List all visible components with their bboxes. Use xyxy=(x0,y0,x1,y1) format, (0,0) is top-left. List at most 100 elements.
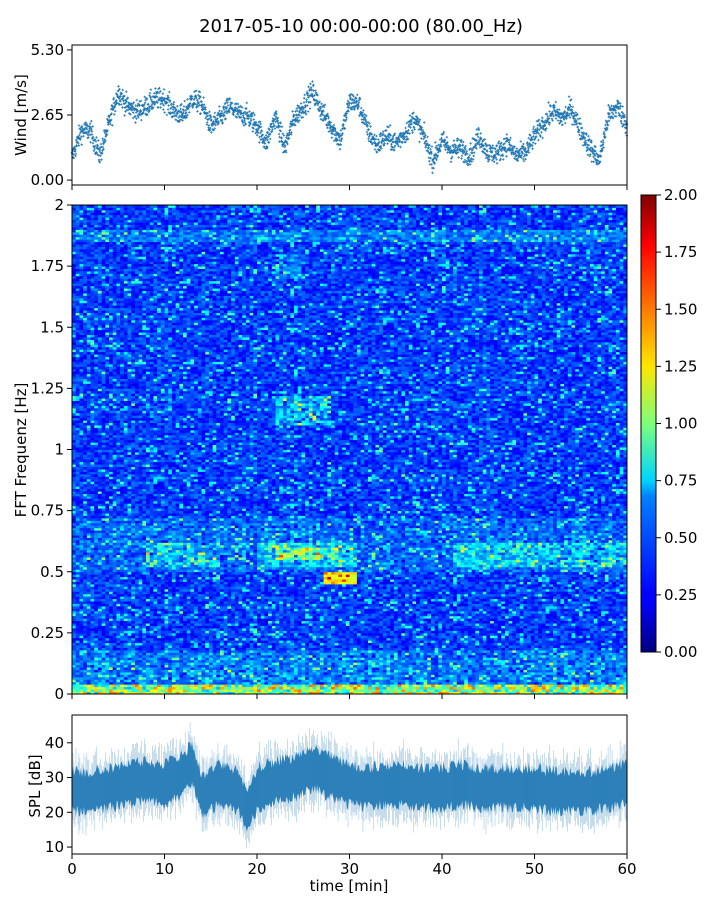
wind-point xyxy=(345,116,348,119)
wind-point xyxy=(74,148,77,151)
spectrogram-cell xyxy=(371,664,376,668)
spectrogram-cell xyxy=(612,684,617,688)
wind-point xyxy=(548,121,551,124)
spectrogram-cell xyxy=(608,664,613,668)
spectrogram-cell xyxy=(134,669,139,673)
spectrogram-cell xyxy=(312,659,317,663)
spectrogram-cell xyxy=(316,654,321,658)
spectrogram-cell xyxy=(75,669,80,673)
wind-point xyxy=(290,131,293,134)
spectrogram-cell xyxy=(416,679,421,683)
spectrogram-cell xyxy=(227,684,232,688)
spectrogram-cell xyxy=(471,681,476,685)
spectrogram-cell xyxy=(157,652,162,656)
spectrogram-cell xyxy=(112,672,117,675)
wind-point xyxy=(373,133,376,137)
wind-point xyxy=(290,133,293,136)
wind-point xyxy=(511,149,514,152)
spectrogram-cell xyxy=(134,657,139,661)
spectrogram-cell xyxy=(79,654,84,658)
spectrogram-cell xyxy=(508,667,513,670)
spectrogram-cell xyxy=(493,681,498,685)
spectrogram-cell xyxy=(183,657,188,661)
wind-point xyxy=(505,150,508,153)
spectrogram-cell xyxy=(601,679,606,683)
spectrogram-cell xyxy=(227,659,232,663)
wind-point xyxy=(198,97,201,100)
spectrogram-cell xyxy=(275,681,280,685)
wind-point xyxy=(422,137,425,141)
wind-point xyxy=(166,108,170,111)
spectrogram-cell xyxy=(138,681,143,685)
spectrogram-cell xyxy=(368,684,373,688)
wind-point xyxy=(162,104,165,107)
spectrogram-cell xyxy=(393,664,398,668)
spectrogram-cell xyxy=(338,679,343,683)
wind-point xyxy=(332,126,335,129)
spectrogram-cell xyxy=(541,679,546,683)
spectrogram-cell xyxy=(467,657,472,661)
spectrogram-cell xyxy=(286,684,291,688)
spectrogram-cell xyxy=(405,684,410,688)
spectrogram-cell xyxy=(564,649,569,653)
spectrogram-cell xyxy=(105,691,110,694)
spectrogram-cell xyxy=(75,659,80,663)
spectrogram-cell xyxy=(245,652,250,656)
spectrogram-cell xyxy=(75,689,80,692)
wind-point xyxy=(209,115,212,118)
spectrogram-cell xyxy=(508,679,513,683)
spectrogram-cell xyxy=(467,679,472,683)
spectrogram-cell xyxy=(275,674,280,678)
spectrogram-cell xyxy=(138,659,143,663)
spectrogram-cell xyxy=(401,654,406,658)
spectrogram-cell xyxy=(393,674,398,678)
spectrogram-cell xyxy=(564,654,569,658)
wind-point xyxy=(428,160,431,163)
spectrogram-cell xyxy=(615,676,620,680)
spectrogram-cell xyxy=(231,684,236,688)
spectrogram-cell xyxy=(305,672,310,675)
spectrogram-cell xyxy=(601,681,606,685)
spectrogram-cell xyxy=(382,672,387,675)
spectrogram-cell xyxy=(205,689,210,692)
spectrogram-cell xyxy=(604,652,609,656)
spectrogram-cell xyxy=(342,681,347,685)
spectrogram-cell xyxy=(479,667,484,670)
spectrogram-cell xyxy=(331,681,336,685)
spectrogram-cell xyxy=(282,667,287,670)
wind-point xyxy=(192,103,195,106)
spectrogram-cell xyxy=(590,657,595,661)
spectrogram-cell xyxy=(157,659,162,663)
wind-point xyxy=(578,117,582,120)
wind-point xyxy=(265,145,268,148)
wind-point xyxy=(403,138,406,141)
spectrogram-cell xyxy=(556,679,561,683)
spectrogram-cell xyxy=(308,689,313,692)
spectrogram-cell xyxy=(275,662,280,666)
spectrogram-cell xyxy=(430,669,435,673)
spectrogram-cell xyxy=(109,654,114,658)
wind-point xyxy=(468,163,472,166)
spectrogram-cell xyxy=(327,686,332,690)
wind-point xyxy=(385,129,388,132)
wind-point xyxy=(612,105,615,108)
wind-point xyxy=(261,133,264,136)
spectrogram-cell xyxy=(541,686,546,690)
spectrogram-cell xyxy=(490,649,495,653)
spectrogram-cell xyxy=(138,654,143,658)
spectrogram-cell xyxy=(146,672,151,675)
spectrogram-cell xyxy=(282,684,287,688)
spectrogram-cell xyxy=(94,672,99,675)
spectrogram-cell xyxy=(379,672,384,675)
wind-point xyxy=(538,134,542,137)
spectrogram-cell xyxy=(456,667,461,670)
spectrogram-cell xyxy=(530,652,535,656)
spectrogram-cell xyxy=(308,681,313,685)
spectrogram-cell xyxy=(142,684,147,688)
spectrogram-cell xyxy=(604,681,609,685)
spectrogram-cell xyxy=(282,652,287,656)
wind-point xyxy=(608,106,611,109)
wind-point xyxy=(212,129,215,132)
wind-point xyxy=(547,117,551,120)
spectrogram-cell xyxy=(242,684,247,688)
